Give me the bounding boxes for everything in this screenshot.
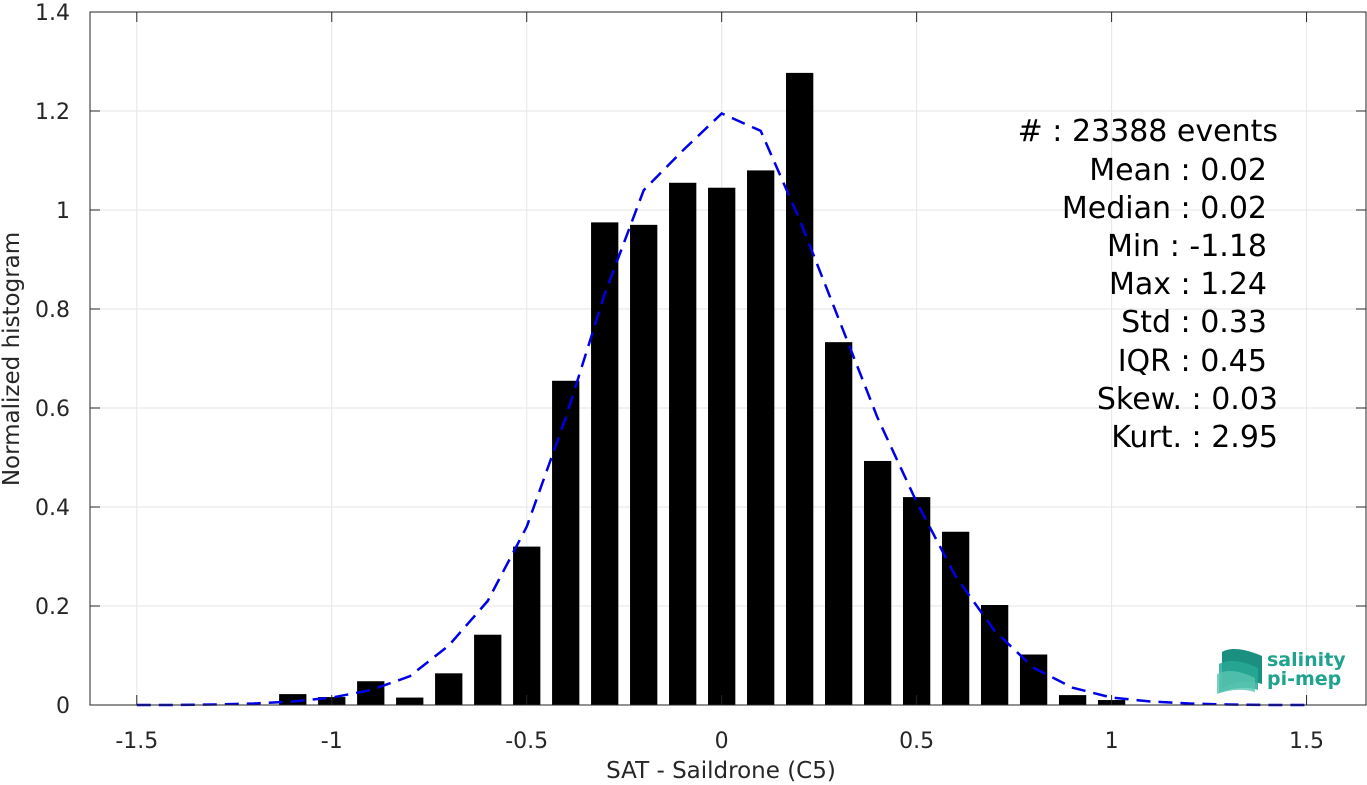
stat-skew: Skew. : 0.03 (1097, 382, 1278, 417)
y-tick-label-1: 0.2 (35, 595, 70, 620)
y-tick-label-5: 1 (56, 199, 70, 224)
stat-mean: Mean : 0.02 (1089, 153, 1267, 188)
stat-kurt: Kurt. : 2.95 (1111, 420, 1278, 455)
histogram-bar-3 (396, 697, 424, 705)
stat-count: # : 23388 events (1018, 114, 1278, 149)
histogram-bar-7 (552, 380, 580, 705)
x-tick-label-1: -1 (321, 729, 343, 754)
x-tick-label-6: 1.5 (1289, 729, 1324, 754)
histogram-bar-18 (980, 605, 1009, 705)
histogram-bar-13 (786, 72, 814, 705)
fit-curve (136, 112, 1307, 707)
histogram-bar-14 (825, 342, 853, 705)
y-tick-label-4: 0.8 (35, 298, 70, 323)
y-tick-label-2: 0.4 (35, 496, 70, 521)
stat-median: Median : 0.02 (1062, 191, 1267, 226)
logo-line-1: salinity (1267, 649, 1346, 671)
histogram-bar-6 (513, 546, 541, 705)
y-axis-title: Normalized histogram (0, 232, 25, 486)
stat-min: Min : -1.18 (1107, 229, 1267, 264)
histogram-bar-19 (1019, 654, 1048, 705)
y-tick-label-0: 0 (56, 694, 70, 719)
y-tick-label-3: 0.6 (35, 397, 70, 422)
stat-max: Max : 1.24 (1109, 267, 1267, 302)
stat-std: Std : 0.33 (1121, 305, 1267, 340)
salinity-pi-mep-logo: salinity pi-mep (1217, 649, 1346, 694)
x-tick-label-5: 1 (1105, 729, 1119, 754)
histogram-bar-4 (435, 673, 463, 705)
histogram-bar-0 (279, 694, 307, 705)
x-tick-label-4: 0.5 (899, 729, 934, 754)
stat-iqr: IQR : 0.45 (1118, 344, 1267, 379)
histogram-bars (279, 72, 1126, 706)
x-tick-label-3: 0 (715, 729, 729, 754)
x-tick-label-2: -0.5 (505, 729, 548, 754)
statistics-box: # : 23388 events Mean : 0.02 Median : 0.… (1018, 114, 1278, 455)
axes-box (89, 11, 1367, 706)
x-tick-label-0: -1.5 (115, 729, 158, 754)
histogram-bar-16 (902, 497, 931, 705)
histogram-bar-5 (474, 634, 502, 705)
histogram-bar-11 (708, 187, 736, 706)
histogram-bar-10 (669, 182, 697, 705)
histogram-bar-8 (591, 222, 619, 705)
histogram-bar-12 (747, 170, 775, 705)
wave-icon (1217, 649, 1262, 694)
x-axis-title: SAT - Saildrone (C5) (606, 758, 836, 784)
axis-ticks (90, 11, 1366, 706)
histogram-bar-20 (1058, 695, 1087, 705)
x-tick-labels: -1.5 -1 -0.5 0 0.5 1 1.5 (115, 729, 1324, 754)
histogram-bar-15 (863, 460, 892, 705)
y-tick-label-6: 1.2 (35, 100, 70, 125)
y-tick-labels: 0 0.2 0.4 0.6 0.8 1 1.2 1.4 (35, 1, 70, 719)
histogram-bar-17 (941, 531, 970, 705)
y-tick-label-7: 1.4 (35, 1, 70, 26)
logo-line-2: pi-mep (1267, 668, 1341, 690)
histogram-bar-9 (630, 224, 658, 705)
